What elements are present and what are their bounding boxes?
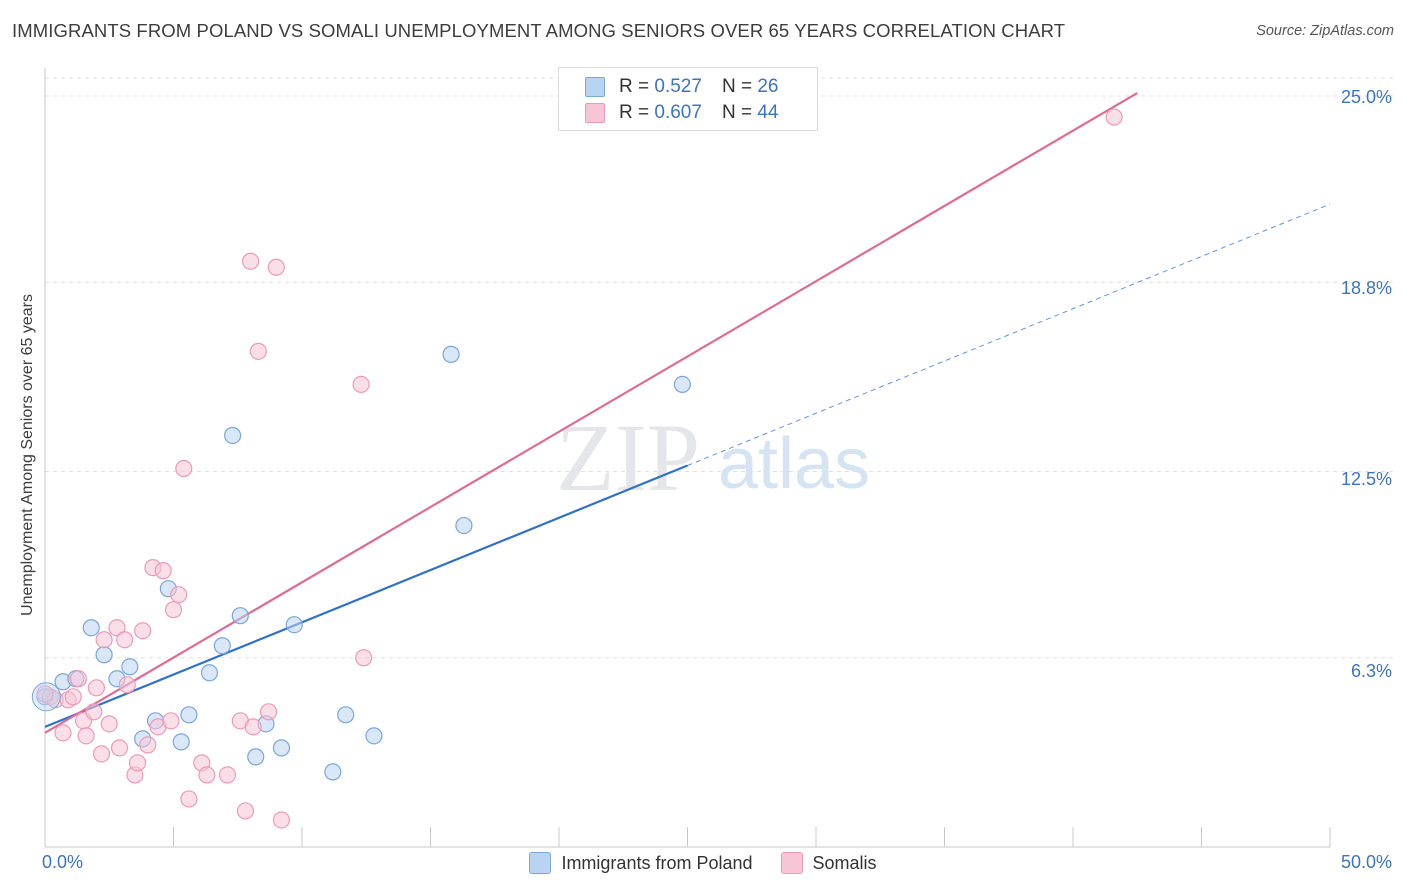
data-point-s1-16 — [118, 676, 136, 694]
data-point-s1-13 — [108, 619, 126, 637]
chart-title: IMMIGRANTS FROM POLAND VS SOMALI UNEMPLO… — [12, 20, 1066, 41]
data-point-s1-36 — [249, 342, 267, 360]
legend-n-label-poland: N = — [721, 76, 753, 97]
data-point-s1-11 — [95, 631, 113, 649]
data-point-s1-27 — [175, 459, 193, 478]
legend-r-value-somali: 0.607 — [654, 102, 702, 123]
legend-series: Immigrants from Poland Somalis — [0, 852, 1406, 874]
data-point-s1-14 — [110, 739, 129, 757]
legend-r-label-poland: R = — [619, 76, 650, 97]
legend-n-value-somali: 44 — [757, 102, 779, 123]
data-point-s0-13 — [213, 637, 231, 655]
x-tick-label-min: 0.0% — [42, 852, 84, 872]
data-point-s1-31 — [218, 766, 237, 784]
data-point-s1-28 — [180, 790, 198, 808]
data-point-s1-34 — [244, 718, 262, 736]
grid-layer — [45, 77, 1395, 659]
data-point-s1-40 — [352, 375, 370, 393]
data-point-s1-23 — [154, 562, 172, 580]
legend-r-label-somali: R = — [619, 102, 650, 123]
data-point-s1-42 — [1105, 108, 1123, 126]
legend-row-somali: R = 0.607 N = 44 — [585, 101, 778, 125]
data-point-s1-8 — [85, 703, 103, 721]
data-point-s1-37 — [259, 703, 278, 721]
legend-swatch-bottom-somali — [780, 852, 803, 874]
trend-layer — [44, 92, 1331, 734]
legend-item-somali[interactable]: Somalis — [780, 852, 877, 874]
legend-stats: R = 0.527 N = 26 R = 0.607 N = 44 — [558, 67, 818, 131]
trend-line-1 — [44, 92, 1138, 734]
watermark: ZIP atlas — [556, 404, 870, 511]
data-point-s1-12 — [100, 715, 118, 733]
data-point-s0-22 — [365, 727, 383, 745]
data-point-s0-12 — [200, 664, 219, 682]
legend-swatch-bottom-poland — [529, 852, 552, 874]
data-point-s1-39 — [272, 811, 291, 829]
data-point-s1-19 — [134, 622, 152, 640]
data-point-s1-9 — [87, 679, 106, 697]
source-label: Source: ZipAtlas.com — [1256, 23, 1394, 39]
watermark-zip: ZIP — [556, 404, 700, 511]
data-point-s1-18 — [128, 754, 147, 772]
legend-item-poland[interactable]: Immigrants from Poland — [529, 852, 753, 874]
data-point-s1-33 — [236, 802, 255, 820]
data-point-s0-19 — [285, 616, 303, 634]
y-tick-label-18-8: 18.8% — [1340, 278, 1392, 298]
legend-n-value-poland: 26 — [757, 76, 779, 97]
data-point-s1-15 — [116, 631, 134, 649]
data-point-s0-11 — [180, 706, 198, 724]
legend-swatch-somali — [585, 103, 605, 123]
data-point-s1-38 — [267, 258, 285, 276]
data-point-s0-18 — [272, 739, 291, 757]
data-point-s1-4 — [64, 688, 82, 706]
data-point-s1-24 — [162, 712, 180, 730]
data-point-s0-4 — [95, 646, 113, 664]
data-point-s0-20 — [324, 763, 342, 781]
data-point-s1-5 — [69, 670, 88, 688]
data-point-s1-25 — [164, 601, 183, 619]
legend-label-somali: Somalis — [812, 852, 877, 873]
data-point-s0-14 — [224, 426, 242, 445]
data-point-s0-15 — [231, 607, 249, 625]
data-point-s1-26 — [170, 586, 188, 604]
data-point-s0-21 — [337, 706, 355, 724]
data-point-s0-3 — [82, 619, 100, 637]
watermark-atlas: atlas — [718, 424, 870, 504]
axes-layer — [44, 68, 1331, 848]
data-point-s0-25 — [673, 375, 691, 393]
data-point-s0-10 — [172, 733, 190, 751]
trend-line-0 — [44, 464, 688, 728]
data-point-s1-2 — [54, 724, 72, 742]
data-point-s1-43 — [36, 685, 54, 703]
legend-row-poland: R = 0.527 N = 26 — [585, 75, 778, 99]
y-tick-label-12-5: 12.5% — [1340, 469, 1392, 489]
legend-r-value-poland: 0.527 — [654, 76, 702, 97]
data-point-s0-24 — [455, 516, 473, 535]
data-point-s1-35 — [242, 252, 260, 270]
x-tick-label-max: 50.0% — [1340, 852, 1392, 872]
data-point-s1-30 — [198, 766, 216, 784]
legend-swatch-poland — [585, 77, 605, 97]
legend-label-poland: Immigrants from Poland — [561, 852, 753, 873]
data-point-s1-20 — [139, 736, 157, 754]
data-point-s1-41 — [355, 649, 373, 667]
data-point-cluster-origin — [31, 682, 61, 712]
points-layer — [31, 108, 1123, 829]
y-tick-label-25-0: 25.0% — [1340, 87, 1392, 107]
data-point-s1-7 — [77, 727, 95, 745]
data-point-s1-10 — [92, 745, 111, 763]
data-point-s0-23 — [442, 345, 460, 363]
trend-line-extension-0 — [687, 203, 1331, 466]
y-tick-label-6-3: 6.3% — [1350, 661, 1392, 681]
data-point-s0-6 — [121, 658, 139, 676]
legend-n-label-somali: N = — [721, 102, 753, 123]
data-point-s0-16 — [247, 748, 265, 766]
